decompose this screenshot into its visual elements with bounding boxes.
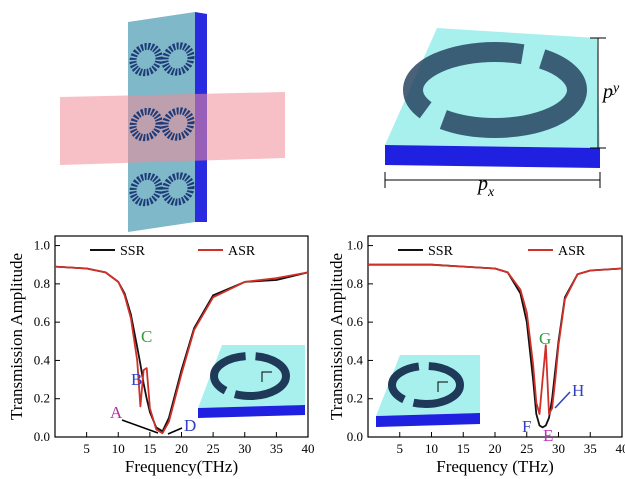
x-tick-label: 40: [616, 441, 625, 456]
y-tick-label: 0.6: [347, 314, 364, 329]
x-tick-label: 5: [397, 441, 404, 456]
legend-label: ASR: [558, 244, 586, 259]
y-axis-title: Transmission Amplitude: [327, 253, 346, 420]
annotation: C: [141, 327, 152, 346]
x-tick-label: 30: [238, 441, 251, 456]
unit-cell-illustration: py px: [384, 28, 620, 200]
x-tick-label: 25: [520, 441, 533, 456]
py-sub: y: [611, 81, 620, 96]
y-tick-label: 0.0: [347, 429, 363, 444]
x-tick-label: 10: [425, 441, 438, 456]
inset-right: [376, 355, 480, 427]
annotation-arrow: [167, 427, 183, 435]
inset-left: [198, 345, 305, 418]
px-label: px: [476, 173, 495, 200]
legend-label: SSR: [120, 244, 146, 259]
y-tick-label: 0.6: [34, 314, 51, 329]
x-tick-label: 35: [270, 441, 283, 456]
x-tick-label: 5: [83, 441, 90, 456]
slab-illustration: [60, 12, 285, 232]
y-tick-label: 0.0: [34, 429, 50, 444]
y-tick-label: 1.0: [34, 238, 50, 253]
x-tick-label: 20: [489, 441, 502, 456]
y-tick-label: 0.2: [347, 391, 363, 406]
legend-label: SSR: [428, 244, 454, 259]
x-tick-label: 10: [112, 441, 125, 456]
annotation: B: [131, 370, 142, 389]
series-line: [54, 265, 309, 435]
py-main: p: [601, 81, 613, 103]
annotation: H: [572, 381, 584, 400]
x-axis-title: Frequency(THz): [125, 457, 238, 476]
legend-label: ASR: [228, 244, 256, 259]
y-tick-label: 0.8: [34, 276, 50, 291]
x-tick-label: 20: [175, 441, 188, 456]
chart: 0.0 0.2 0.4 0.6 0.8 1.0 5 10 15 20 25 30 35 40 Frequen…: [327, 235, 625, 476]
annotation: D: [184, 416, 196, 435]
x-tick-label: 40: [302, 441, 315, 456]
py-label: py: [601, 81, 620, 103]
x-tick-label: 30: [552, 441, 565, 456]
y-tick-label: 1.0: [347, 238, 363, 253]
annotation: F: [522, 417, 531, 436]
annotation: A: [110, 403, 123, 422]
px-main: p: [476, 173, 488, 195]
x-axis-title: Frequency (THz): [436, 457, 554, 476]
x-tick-label: 25: [207, 441, 220, 456]
x-tick-label: 35: [584, 441, 597, 456]
annotation: G: [539, 329, 551, 348]
x-tick-label: 15: [457, 441, 470, 456]
series-line: [368, 263, 623, 415]
annotation: E: [543, 426, 553, 445]
annotation-arrow: [554, 391, 571, 409]
x-tick-label: 15: [143, 441, 156, 456]
y-tick-label: 0.4: [34, 352, 51, 367]
y-tick-label: 0.4: [347, 352, 364, 367]
chart: 0.0 0.2 0.4 0.6 0.8 1.0 5 10 15 20 25 30 35 40 Frequen…: [7, 235, 315, 476]
px-sub: x: [487, 185, 495, 200]
y-axis-title: Transmission Amplitude: [7, 253, 26, 420]
y-tick-label: 0.2: [34, 391, 50, 406]
annotation-arrow: [121, 419, 159, 434]
y-tick-label: 0.8: [347, 276, 363, 291]
